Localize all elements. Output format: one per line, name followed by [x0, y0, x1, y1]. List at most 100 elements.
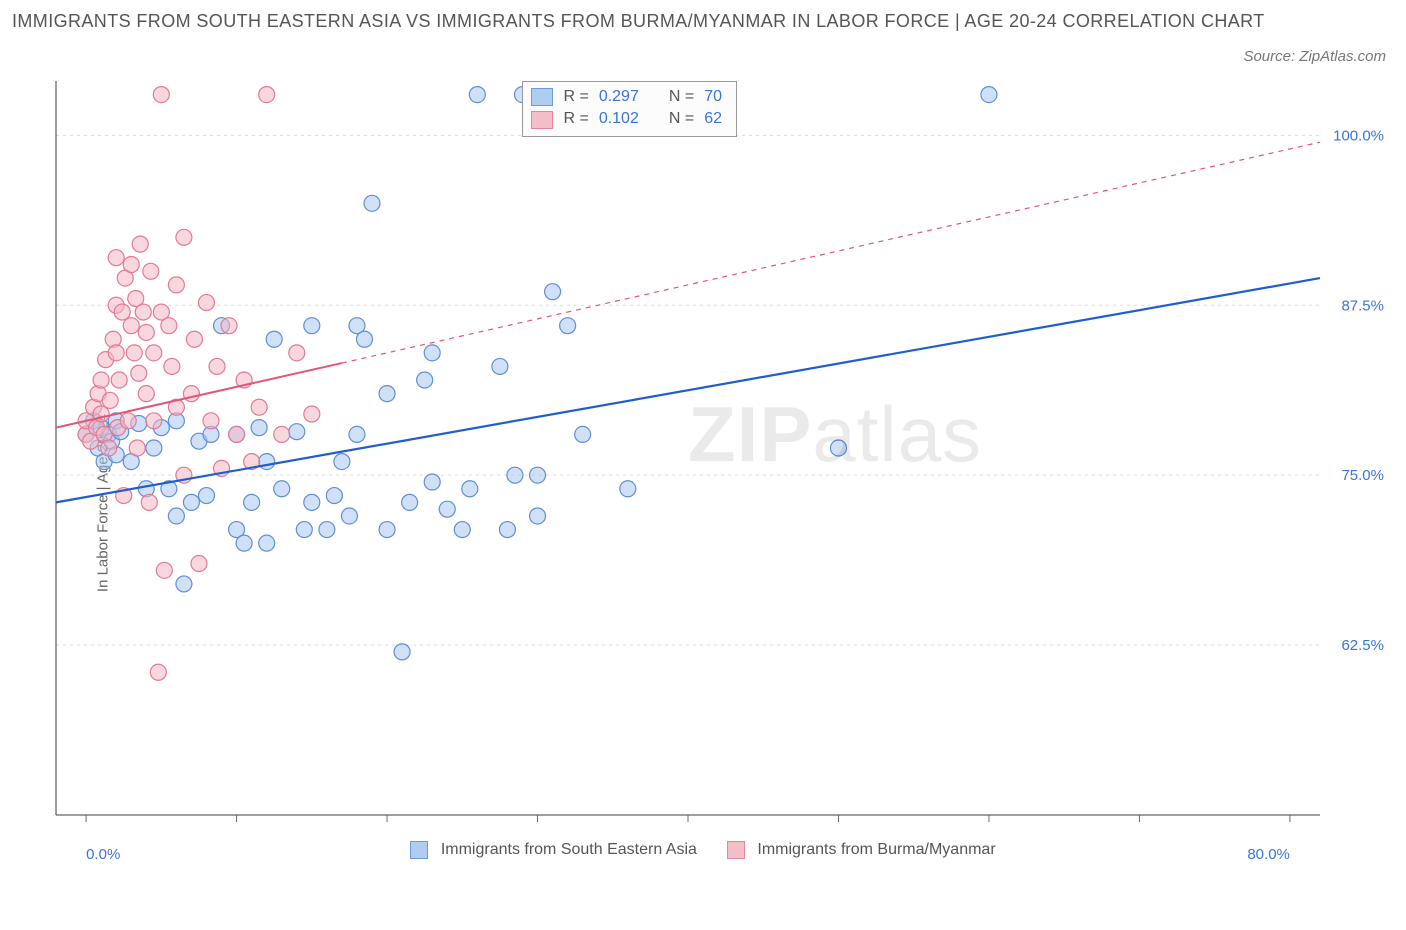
- data-point: [183, 494, 199, 510]
- data-point: [341, 508, 357, 524]
- data-point: [198, 488, 214, 504]
- data-point: [259, 454, 275, 470]
- stat-r-value: 0.297: [599, 86, 639, 108]
- data-point: [530, 467, 546, 483]
- data-point: [135, 304, 151, 320]
- chart-header: IMMIGRANTS FROM SOUTH EASTERN ASIA VS IM…: [0, 0, 1406, 35]
- data-point: [424, 474, 440, 490]
- data-point: [334, 454, 350, 470]
- data-point: [274, 426, 290, 442]
- series-legend: Immigrants from South Eastern Asia Immig…: [0, 841, 1406, 859]
- data-point: [146, 440, 162, 456]
- data-point: [575, 426, 591, 442]
- data-point: [364, 195, 380, 211]
- y-tick-label: 100.0%: [1333, 127, 1384, 144]
- data-point: [304, 406, 320, 422]
- legend-label: Immigrants from Burma/Myanmar: [757, 841, 995, 858]
- stat-r-value: 0.102: [599, 108, 639, 130]
- data-point: [150, 664, 166, 680]
- data-point: [168, 508, 184, 524]
- scatter-plot: 62.5%75.0%87.5%100.0%0.0%80.0%: [50, 75, 1390, 865]
- chart-container: { "title": "IMMIGRANTS FROM SOUTH EASTER…: [0, 0, 1406, 930]
- data-point: [296, 522, 312, 538]
- data-point: [454, 522, 470, 538]
- data-point: [114, 304, 130, 320]
- y-tick-label: 87.5%: [1341, 297, 1384, 314]
- data-point: [507, 467, 523, 483]
- data-point: [560, 318, 576, 334]
- data-point: [379, 522, 395, 538]
- data-point: [123, 257, 139, 273]
- source-attribution: Source: ZipAtlas.com: [1243, 48, 1386, 65]
- data-point: [469, 87, 485, 103]
- legend-swatch: [531, 88, 553, 106]
- data-point: [319, 522, 335, 538]
- stats-legend-row: R = 0.102 N = 62: [531, 108, 722, 130]
- data-point: [424, 345, 440, 361]
- data-point: [259, 535, 275, 551]
- data-point: [191, 556, 207, 572]
- data-point: [186, 331, 202, 347]
- data-point: [168, 277, 184, 293]
- data-point: [108, 250, 124, 266]
- data-point: [129, 440, 145, 456]
- data-point: [251, 420, 267, 436]
- data-point: [143, 263, 159, 279]
- stats-legend-row: R = 0.297 N = 70: [531, 86, 722, 108]
- data-point: [126, 345, 142, 361]
- data-point: [120, 413, 136, 429]
- data-point: [289, 345, 305, 361]
- data-point: [289, 424, 305, 440]
- data-point: [462, 481, 478, 497]
- data-point: [203, 413, 219, 429]
- data-point: [111, 372, 127, 388]
- legend-label: Immigrants from South Eastern Asia: [441, 841, 697, 858]
- data-point: [156, 562, 172, 578]
- data-point: [530, 508, 546, 524]
- data-point: [138, 386, 154, 402]
- stat-n-value: 62: [704, 108, 722, 130]
- stat-r-label: R =: [563, 108, 588, 130]
- data-point: [349, 426, 365, 442]
- data-point: [153, 87, 169, 103]
- data-point: [198, 295, 214, 311]
- data-point: [266, 331, 282, 347]
- data-point: [141, 494, 157, 510]
- y-tick-label: 62.5%: [1341, 637, 1384, 654]
- data-point: [981, 87, 997, 103]
- legend-swatch: [410, 841, 428, 859]
- data-point: [356, 331, 372, 347]
- legend-item: Immigrants from South Eastern Asia: [410, 841, 697, 859]
- legend-swatch: [531, 111, 553, 129]
- data-point: [259, 87, 275, 103]
- data-point: [132, 236, 148, 252]
- legend-swatch: [727, 841, 745, 859]
- data-point: [236, 535, 252, 551]
- data-point: [102, 392, 118, 408]
- y-tick-label: 75.0%: [1341, 467, 1384, 484]
- data-point: [304, 318, 320, 334]
- trend-line: [56, 278, 1320, 502]
- data-point: [402, 494, 418, 510]
- data-point: [229, 426, 245, 442]
- data-point: [146, 345, 162, 361]
- data-point: [244, 494, 260, 510]
- data-point: [545, 284, 561, 300]
- stat-n-value: 70: [704, 86, 722, 108]
- data-point: [394, 644, 410, 660]
- data-point: [123, 318, 139, 334]
- chart-area: In Labor Force | Age 20-24 62.5%75.0%87.…: [0, 75, 1406, 930]
- stat-n-label: N =: [669, 86, 694, 108]
- data-point: [108, 345, 124, 361]
- stat-r-label: R =: [563, 86, 588, 108]
- data-point: [830, 440, 846, 456]
- data-point: [439, 501, 455, 517]
- data-point: [209, 358, 225, 374]
- data-point: [379, 386, 395, 402]
- data-point: [304, 494, 320, 510]
- data-point: [138, 324, 154, 340]
- chart-title: IMMIGRANTS FROM SOUTH EASTERN ASIA VS IM…: [12, 8, 1394, 35]
- data-point: [620, 481, 636, 497]
- data-point: [499, 522, 515, 538]
- stats-legend: R = 0.297 N = 70 R = 0.102 N = 62: [522, 81, 737, 137]
